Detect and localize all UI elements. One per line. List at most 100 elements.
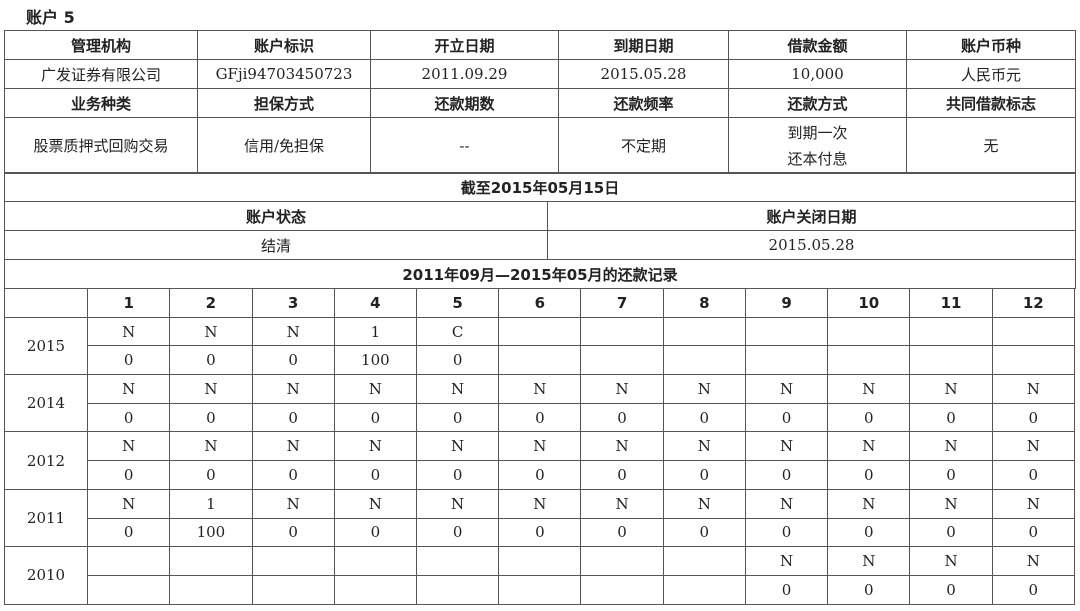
field-header: 共同借款标志 — [906, 88, 1076, 118]
repayment-amount-cell: 0 — [87, 402, 171, 433]
repayment-status-cell — [251, 546, 335, 576]
repayment-status-cell: N — [415, 431, 500, 462]
repayment-status-cell: N — [909, 488, 993, 519]
repayment-amount-cell: 0 — [415, 460, 500, 490]
month-header: 6 — [498, 288, 582, 318]
field-header: 借款金额 — [728, 30, 907, 60]
repayment-amount-cell: 0 — [498, 402, 582, 433]
field-header: 还款频率 — [558, 88, 729, 118]
repayment-amount-cell: 0 — [498, 517, 582, 548]
repayment-amount-cell: 0 — [827, 574, 911, 605]
repayment-amount-cell: 0 — [333, 517, 417, 548]
table-row: 2014 N N N N N N N N N N N N — [3, 374, 1076, 433]
repayment-amount-cell — [498, 574, 582, 605]
repayment-record-title: 2011年09月—2015年05月的还款记录 — [4, 259, 1076, 289]
year-cell: 2015 — [3, 316, 89, 376]
month-header: 4 — [333, 288, 417, 318]
repayment-amount-cell: 0 — [251, 517, 335, 548]
repayment-amount-cell: 0 — [991, 460, 1076, 490]
repayment-amount-cell — [498, 345, 582, 376]
repayment-status-cell: N — [251, 431, 335, 462]
month-header: 9 — [744, 288, 829, 318]
year-cell: 2014 — [3, 374, 89, 433]
repayment-status-cell: N — [580, 488, 664, 519]
repayment-status-cell: N — [827, 546, 911, 576]
month-header: 11 — [909, 288, 993, 318]
repayment-amount-cell — [662, 574, 746, 605]
field-value: 人民币元 — [906, 59, 1076, 89]
repayment-status-cell: 1 — [333, 316, 417, 347]
repayment-amount-cell: 100 — [169, 517, 253, 548]
field-header: 还款期数 — [370, 88, 559, 118]
repayment-amount-cell: 0 — [991, 402, 1076, 433]
repayment-amount-cell: 0 — [333, 402, 417, 433]
repayment-amount-cell: 0 — [580, 517, 664, 548]
repayment-status-cell — [169, 546, 253, 576]
repayment-status-cell: C — [415, 316, 500, 347]
repayment-status-cell: N — [662, 488, 746, 519]
repayment-status-cell — [333, 546, 417, 576]
repayment-status-cell: N — [415, 488, 500, 519]
repayment-amount-cell: 0 — [662, 460, 746, 490]
repayment-status-cell: N — [87, 374, 171, 404]
account-status-label: 账户状态 — [4, 201, 548, 231]
repayment-amount-cell: 0 — [87, 517, 171, 548]
repayment-status-cell: N — [251, 374, 335, 404]
repayment-amount-cell — [991, 345, 1076, 376]
repayment-amount-cell: 0 — [251, 345, 335, 376]
repayment-amount-cell: 0 — [333, 460, 417, 490]
repayment-amount-cell — [333, 574, 417, 605]
repayment-amount-cell: 0 — [909, 517, 993, 548]
repayment-status-cell: N — [169, 431, 253, 462]
repayment-amount-cell: 0 — [415, 402, 500, 433]
field-header: 账户币种 — [906, 30, 1076, 60]
repayment-status-cell — [580, 316, 664, 347]
table-row: 2015 N N N 1 C — [3, 316, 1076, 376]
repayment-amount-cell: 0 — [415, 345, 500, 376]
repayment-amount-cell: 0 — [909, 402, 993, 433]
repayment-status-cell: N — [498, 431, 582, 462]
repayment-status-cell: N — [87, 431, 171, 462]
repayment-amount-cell: 0 — [991, 574, 1076, 605]
repayment-amount-cell — [909, 345, 993, 376]
repayment-amount-cell: 0 — [827, 402, 911, 433]
field-value: 无 — [906, 117, 1076, 174]
repayment-status-cell: N — [744, 488, 829, 519]
repayment-amount-cell — [87, 574, 171, 605]
month-header: 2 — [169, 288, 253, 318]
table-row: 2012 N N N N N N N N N N N N — [3, 431, 1076, 490]
repayment-status-cell: N — [498, 374, 582, 404]
repayment-status-cell — [662, 316, 746, 347]
close-date-label: 账户关闭日期 — [547, 201, 1076, 231]
field-value: 到期一次 还本付息 — [728, 117, 907, 174]
repayment-amount-cell: 0 — [909, 574, 993, 605]
repayment-amount-cell — [662, 345, 746, 376]
repayment-amount-cell: 0 — [87, 460, 171, 490]
year-cell: 2011 — [3, 488, 89, 548]
table-row: 0 100 0 0 0 0 0 0 0 0 0 0 — [5, 517, 1076, 548]
field-value: 2015.05.28 — [558, 59, 729, 89]
field-value: 广发证券有限公司 — [4, 59, 198, 89]
repayment-status-cell: N — [827, 431, 911, 462]
field-header: 业务种类 — [4, 88, 198, 118]
field-value: 2011.09.29 — [370, 59, 559, 89]
month-header: 7 — [580, 288, 664, 318]
repayment-status-cell: 1 — [169, 488, 253, 519]
repayment-status-cell: N — [87, 316, 171, 347]
repayment-amount-cell: 0 — [662, 402, 746, 433]
field-value: 不定期 — [558, 117, 729, 174]
repayment-status-cell: N — [580, 431, 664, 462]
repayment-status-cell — [909, 316, 993, 347]
close-date-value: 2015.05.28 — [547, 230, 1076, 260]
repayment-amount-cell — [580, 345, 664, 376]
repayment-status-cell: N — [333, 431, 417, 462]
repayment-amount-cell: 0 — [169, 460, 253, 490]
repayment-amount-cell — [169, 574, 253, 605]
account-status-value: 结清 — [4, 230, 548, 260]
repayment-status-cell: N — [909, 374, 993, 404]
repayment-status-cell — [991, 316, 1076, 347]
repayment-amount-cell: 100 — [333, 345, 417, 376]
month-header: 5 — [415, 288, 500, 318]
